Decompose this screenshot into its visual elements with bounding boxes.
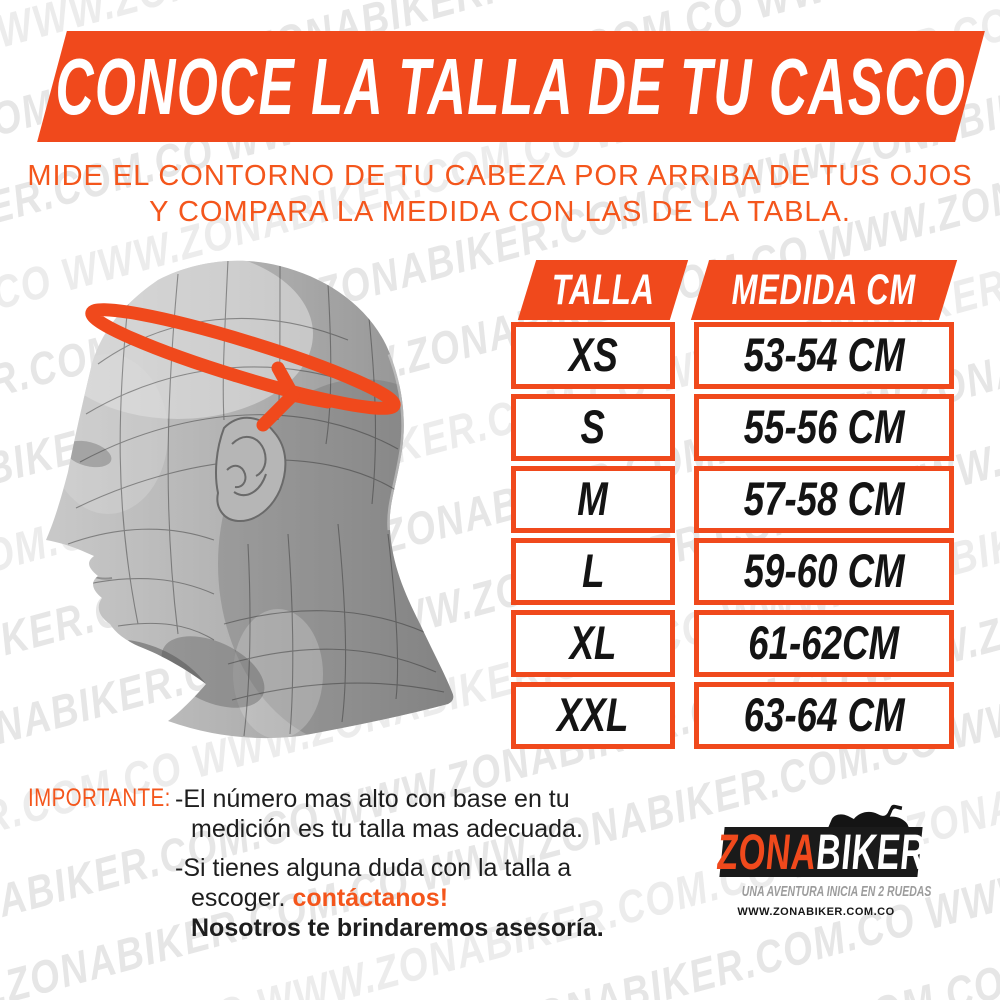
note-line-4: escoger. contáctanos! [191, 883, 715, 913]
size-cell-xxl: XXL [511, 682, 675, 749]
title-banner: CONOCE LA TALLA DE TU CASCO [37, 31, 985, 142]
head-wireframe-image [46, 260, 454, 739]
importante-label: IMPORTANTE: [28, 784, 171, 812]
measure-label: 53-54 CM [743, 327, 905, 381]
brand-zona: ZONA [715, 824, 817, 880]
note-line-3: -Si tienes alguna duda con la talla a [175, 854, 572, 882]
head-wireframe [46, 260, 454, 739]
measure-cell-m: 57-58 CM [694, 466, 954, 533]
size-label: XS [568, 327, 618, 381]
intro-text: MIDE EL CONTORNO DE TU CABEZA POR ARRIBA… [0, 158, 1000, 230]
note-line-5: Nosotros te brindaremos asesoría. [191, 914, 604, 942]
measure-label: 59-60 CM [743, 543, 905, 597]
size-label: S [580, 399, 606, 453]
measure-cell-xs: 53-54 CM [694, 322, 954, 389]
intro-line-1: MIDE EL CONTORNO DE TU CABEZA POR ARRIBA… [27, 160, 973, 192]
contact-highlight: contáctanos! [292, 884, 449, 912]
size-label: XL [569, 615, 617, 669]
measure-label: 57-58 CM [743, 471, 905, 525]
measure-cell-s: 55-56 CM [694, 394, 954, 461]
measure-cell-l: 59-60 CM [694, 538, 954, 605]
size-cell-m: M [511, 466, 675, 533]
intro-line-2: Y COMPARA LA MEDIDA CON LAS DE LA TABLA. [149, 196, 851, 228]
brand-wordmark-box: ZONABIKER [716, 824, 926, 880]
head-illustration [28, 244, 498, 769]
motorcycle-icon [827, 804, 910, 830]
column-header-talla: TALLA [517, 260, 689, 320]
measure-label: 61-62CM [748, 615, 900, 669]
zonabiker-logo: ZONABIKER UNA AVENTURA INICIA EN 2 RUEDA… [700, 795, 935, 930]
column-header-talla-label: TALLA [551, 265, 655, 314]
size-label: XXL [557, 687, 629, 741]
size-label: L [581, 543, 605, 597]
size-cell-xl: XL [511, 610, 675, 677]
size-cell-s: S [511, 394, 675, 461]
measure-cell-xl: 61-62CM [694, 610, 954, 677]
logo-website: WWW.ZONABIKER.COM.CO [737, 906, 895, 918]
column-header-medida: MEDIDA CM [690, 260, 958, 320]
note-line-1: -El número mas alto con base en tu [175, 785, 570, 813]
measure-label: 55-56 CM [743, 399, 905, 453]
size-cell-xs: XS [511, 322, 675, 389]
measure-cell-xxl: 63-64 CM [694, 682, 954, 749]
measuring-band-icon [85, 303, 401, 432]
brand-wordmark: ZONABIKER [716, 823, 926, 881]
note-line-4-prefix: escoger. [191, 884, 293, 912]
measure-label: 63-64 CM [743, 687, 905, 741]
column-header-medida-label: MEDIDA CM [731, 265, 917, 314]
notes-section: -El número mas alto con base en tu medic… [175, 784, 715, 943]
size-label: M [577, 471, 609, 525]
page-title: CONOCE LA TALLA DE TU CASCO [55, 41, 967, 131]
logo-tagline: UNA AVENTURA INICIA EN 2 RUEDAS [741, 883, 932, 900]
note-line-2: medición es tu talla mas adecuada. [191, 815, 583, 843]
brand-biker: BIKER [814, 824, 927, 880]
size-cell-l: L [511, 538, 675, 605]
